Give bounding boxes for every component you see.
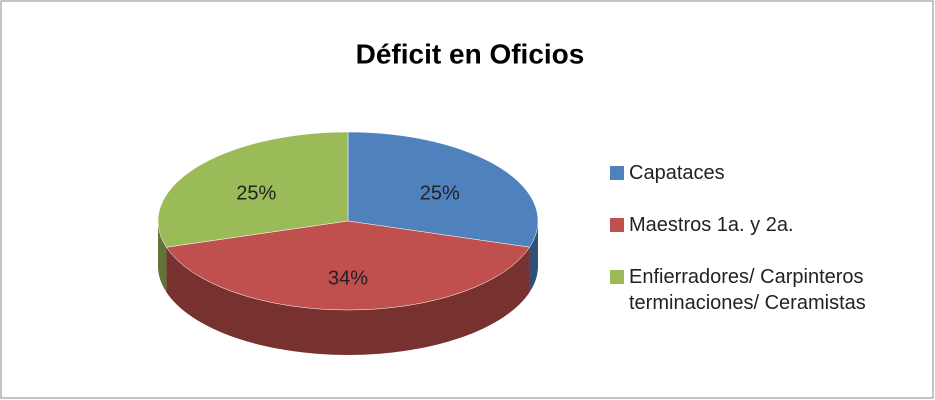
legend-swatch	[610, 218, 624, 232]
legend-swatch	[610, 270, 624, 284]
pie-slice	[166, 220, 530, 311]
pie-side	[166, 247, 530, 355]
legend-item: Maestros 1a. y 2a.	[610, 212, 920, 238]
pie-slice	[347, 131, 539, 248]
legend-label: Maestros 1a. y 2a.	[629, 214, 794, 236]
legend-item: Capataces	[610, 160, 920, 186]
pie-side	[158, 221, 167, 293]
chart-title: Déficit en Oficios	[356, 38, 585, 69]
data-label: 25%	[236, 183, 276, 205]
pie-side	[529, 221, 538, 293]
legend-label: Enfierradores/ Carpinteros terminaciones…	[629, 266, 866, 314]
pie-slice	[157, 131, 349, 248]
legend-swatch	[610, 166, 624, 180]
legend-label: Capataces	[629, 162, 725, 184]
data-label: 25%	[420, 183, 460, 205]
data-label: 34%	[328, 268, 368, 290]
legend-item: Enfierradores/ Carpinteros terminaciones…	[610, 264, 920, 316]
